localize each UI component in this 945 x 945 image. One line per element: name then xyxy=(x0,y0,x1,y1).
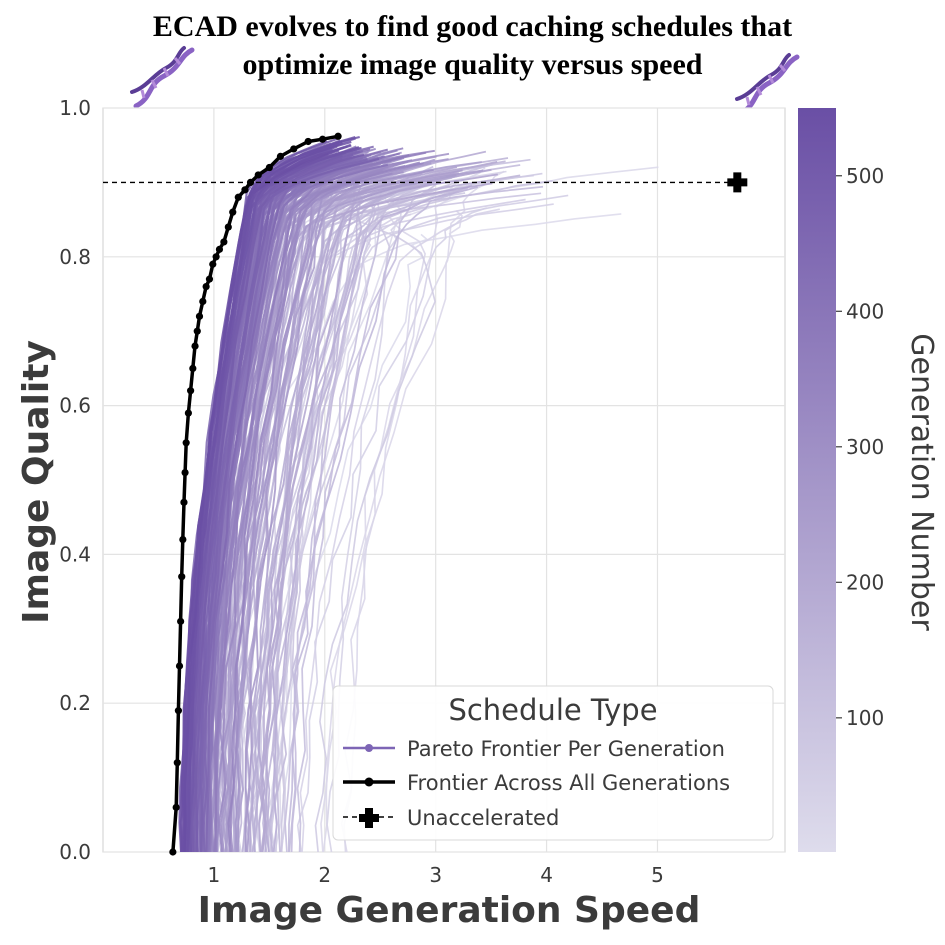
generation-frontier-line xyxy=(276,186,469,852)
colorbar-tick-label: 300 xyxy=(846,435,884,459)
legend-label-pareto: Pareto Frontier Per Generation xyxy=(407,737,725,761)
legend-label-frontier: Frontier Across All Generations xyxy=(407,771,730,795)
frontier-point xyxy=(178,573,186,581)
frontier-point xyxy=(172,803,180,811)
legend-item-pareto: Pareto Frontier Per Generation xyxy=(343,737,725,761)
legend-item-frontier: Frontier Across All Generations xyxy=(343,771,730,795)
frontier-point xyxy=(265,163,273,172)
dna-icon xyxy=(130,46,195,109)
generation-frontier-line xyxy=(190,153,365,852)
frontier-point xyxy=(234,193,242,201)
generation-frontier-line xyxy=(217,160,409,852)
frontier-point xyxy=(177,617,185,625)
y-tick-label: 0.4 xyxy=(59,542,91,566)
colorbar-ticks: 100 200 300 400 500 xyxy=(836,164,884,730)
generation-frontier-line xyxy=(183,140,352,852)
legend-title: Schedule Type xyxy=(448,693,657,727)
generation-frontier-line xyxy=(195,155,356,852)
frontier-point xyxy=(195,312,204,320)
frontier-point xyxy=(182,439,190,447)
generation-frontier-curves xyxy=(178,135,659,852)
frontier-point xyxy=(220,238,228,246)
frontier-point xyxy=(169,848,177,856)
frontier-point xyxy=(334,132,342,140)
x-tick-label: 2 xyxy=(318,863,331,887)
x-tick-label: 1 xyxy=(208,863,221,887)
y-axis-ticks: 0.0 0.2 0.4 0.6 0.8 1.0 xyxy=(59,96,91,864)
x-axis-label: Image Generation Speed xyxy=(198,890,701,931)
generation-frontier-line xyxy=(296,207,488,852)
y-tick-label: 1.0 xyxy=(59,96,91,120)
generation-frontier-line xyxy=(253,177,395,852)
colorbar-tick-label: 400 xyxy=(846,299,884,323)
frontier-point xyxy=(189,364,197,372)
frontier-point xyxy=(304,137,312,146)
unaccelerated-point xyxy=(727,172,748,193)
frontier-point xyxy=(187,387,195,395)
y-tick-label: 0.6 xyxy=(59,394,91,418)
generation-frontier-line xyxy=(227,161,421,852)
frontier-point xyxy=(215,245,224,253)
frontier-point xyxy=(202,282,210,291)
chart-title-line-2: optimize image quality versus speed xyxy=(242,48,703,81)
legend: Schedule Type Pareto Frontier Per Genera… xyxy=(332,685,774,841)
frontier-point xyxy=(229,208,237,216)
colorbar-tick-label: 500 xyxy=(846,164,884,188)
colorbar-label: Generation Number xyxy=(904,333,939,631)
chart-title-line-1: ECAD evolves to find good caching schedu… xyxy=(152,10,793,43)
frontier-point xyxy=(175,662,184,670)
colorbar xyxy=(798,108,836,852)
frontier-point xyxy=(181,468,189,477)
frontier-point xyxy=(174,707,183,715)
frontier-point xyxy=(246,178,255,186)
frontier-point xyxy=(205,275,214,283)
generation-frontier-line xyxy=(255,194,569,852)
y-tick-label: 0.8 xyxy=(59,245,91,269)
legend-label-unaccelerated: Unaccelerated xyxy=(407,806,559,830)
x-tick-label: 5 xyxy=(651,863,664,887)
y-tick-label: 0.0 xyxy=(59,840,91,864)
chart-title: ECAD evolves to find good caching schedu… xyxy=(0,8,945,84)
generation-frontier-line xyxy=(272,186,478,852)
x-tick-label: 4 xyxy=(540,863,553,887)
generation-frontier-line xyxy=(187,136,341,852)
unaccelerated-marker xyxy=(727,172,748,193)
x-tick-label: 3 xyxy=(429,863,442,887)
frontier-point xyxy=(173,759,181,767)
frontier-point xyxy=(199,297,207,306)
frontier-point xyxy=(179,535,187,544)
frontier-point xyxy=(184,409,192,417)
frontier-point xyxy=(276,152,285,160)
generation-frontier-line xyxy=(219,174,521,852)
frontier-point xyxy=(209,260,217,268)
generation-frontier-line xyxy=(314,212,436,852)
frontier-point xyxy=(290,145,298,153)
frontier-point xyxy=(180,498,188,506)
frontier-point xyxy=(193,327,201,335)
frontier-point xyxy=(318,135,327,143)
x-axis-ticks: 1 2 3 4 5 xyxy=(208,863,664,887)
generation-frontier-line xyxy=(299,208,500,852)
frontier-point xyxy=(241,186,249,194)
frontier-point xyxy=(212,253,220,261)
generation-frontier-line xyxy=(279,233,429,852)
frontier-point xyxy=(224,223,232,231)
frontier-point xyxy=(191,342,199,350)
legend-item-unaccelerated: Unaccelerated xyxy=(343,806,559,830)
generation-frontier-line xyxy=(234,188,456,852)
colorbar-tick-label: 100 xyxy=(846,706,884,730)
frontier-point xyxy=(254,171,262,179)
frontier-across-all-generations xyxy=(169,132,342,856)
generation-frontier-line xyxy=(322,210,463,852)
dna-icon xyxy=(735,53,800,116)
y-tick-label: 0.2 xyxy=(59,691,91,715)
y-axis-label: Image Quality xyxy=(16,340,57,624)
generation-frontier-line xyxy=(287,184,473,852)
colorbar-tick-label: 200 xyxy=(846,570,884,594)
